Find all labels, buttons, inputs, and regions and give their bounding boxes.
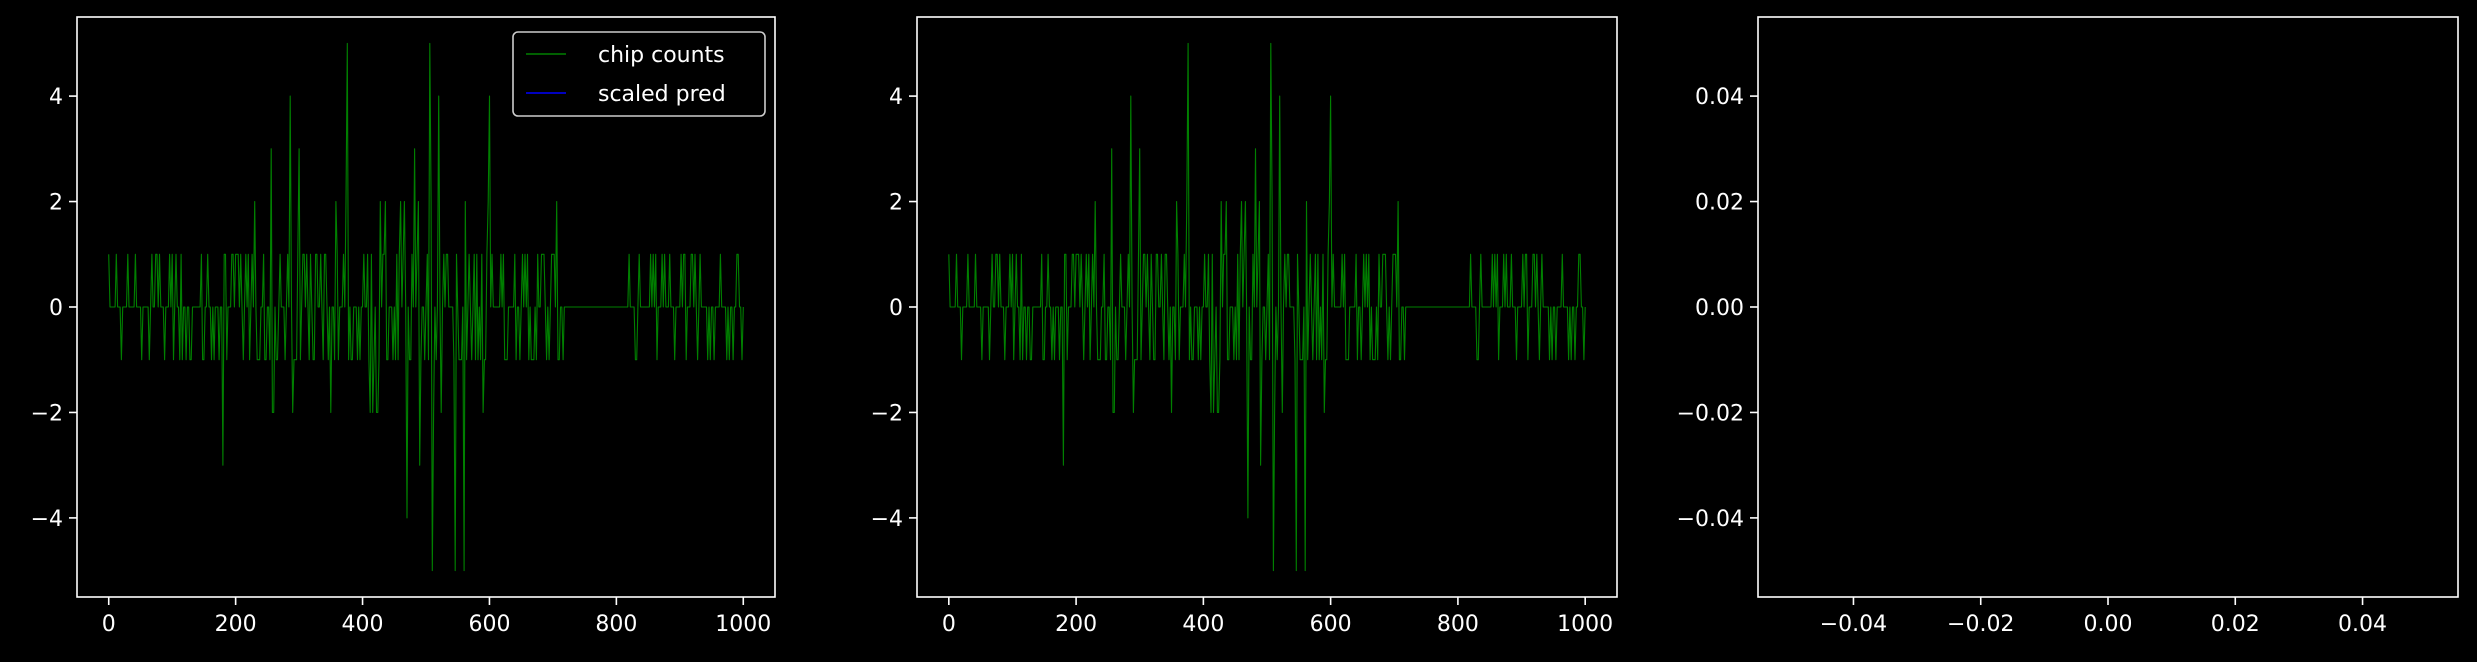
x-tick-label-right: 0.00 xyxy=(2084,612,2133,637)
y-axis-left: −4 −2 0 2 4 xyxy=(31,85,77,532)
x-tick-label-right: −0.02 xyxy=(1947,612,2014,637)
x-tick-label-middle: 200 xyxy=(1055,612,1097,637)
x-tick-label-middle: 0 xyxy=(942,612,956,637)
x-axis-right: −0.04 −0.02 0.00 0.02 0.04 xyxy=(1820,597,2387,637)
x-tick-label-middle: 1000 xyxy=(1557,612,1613,637)
x-tick-label-left: 800 xyxy=(595,612,637,637)
x-tick-label-left: 600 xyxy=(468,612,510,637)
y-tick-label-middle: 0 xyxy=(889,296,903,321)
series-chip-counts-line xyxy=(948,42,1586,572)
x-axis-middle: 0 200 400 600 800 1000 xyxy=(942,597,1613,637)
x-tick-label-middle: 800 xyxy=(1437,612,1479,637)
y-tick-label-right: −0.04 xyxy=(1677,507,1744,532)
y-tick-label-middle: 2 xyxy=(889,191,903,216)
x-tick-label-right: 0.02 xyxy=(2211,612,2260,637)
x-axis-left: 0 200 400 600 800 1000 xyxy=(102,597,771,637)
y-tick-label-right: 0.04 xyxy=(1695,85,1744,110)
y-tick-label-left: 0 xyxy=(49,296,63,321)
y-tick-label-middle: −2 xyxy=(871,401,903,426)
y-tick-label-left: −2 xyxy=(31,401,63,426)
x-tick-label-right: −0.04 xyxy=(1820,612,1887,637)
y-tick-label-left: −4 xyxy=(31,507,63,532)
y-tick-label-right: −0.02 xyxy=(1677,401,1744,426)
legend: chip counts scaled pred xyxy=(512,31,766,117)
x-tick-label-left: 1000 xyxy=(715,612,771,637)
x-tick-label-middle: 400 xyxy=(1182,612,1224,637)
y-axis-middle: −4 −2 0 2 4 xyxy=(871,85,917,532)
x-tick-label-left: 200 xyxy=(215,612,257,637)
plot-left-data xyxy=(108,42,744,572)
y-tick-label-middle: 4 xyxy=(889,85,903,110)
y-tick-label-right: 0.00 xyxy=(1695,296,1744,321)
y-tick-label-right: 0.02 xyxy=(1695,191,1744,216)
y-tick-label-middle: −4 xyxy=(871,507,903,532)
legend-label-scaled-pred: scaled pred xyxy=(598,82,726,107)
y-tick-label-left: 4 xyxy=(49,85,63,110)
plot-middle-data xyxy=(948,42,1586,572)
x-tick-label-left: 0 xyxy=(102,612,116,637)
panel-left: 0 200 400 600 800 1000 −4 −2 0 2 4 chip counts sc… xyxy=(31,16,776,637)
panel-right: −0.04 −0.02 0.00 0.02 0.04 −0.04 −0.02 0.00 0.0… xyxy=(1677,16,2459,637)
x-tick-label-left: 400 xyxy=(342,612,384,637)
y-axis-right: −0.04 −0.02 0.00 0.02 0.04 xyxy=(1677,85,1758,532)
legend-box xyxy=(512,31,766,117)
y-tick-label-left: 2 xyxy=(49,191,63,216)
panel-middle: 0 200 400 600 800 1000 −4 −2 0 2 4 xyxy=(871,16,1618,637)
x-tick-label-right: 0.04 xyxy=(2338,612,2387,637)
series-chip-counts-line xyxy=(108,42,744,572)
legend-label-chip-counts: chip counts xyxy=(598,43,725,68)
x-tick-label-middle: 600 xyxy=(1310,612,1352,637)
